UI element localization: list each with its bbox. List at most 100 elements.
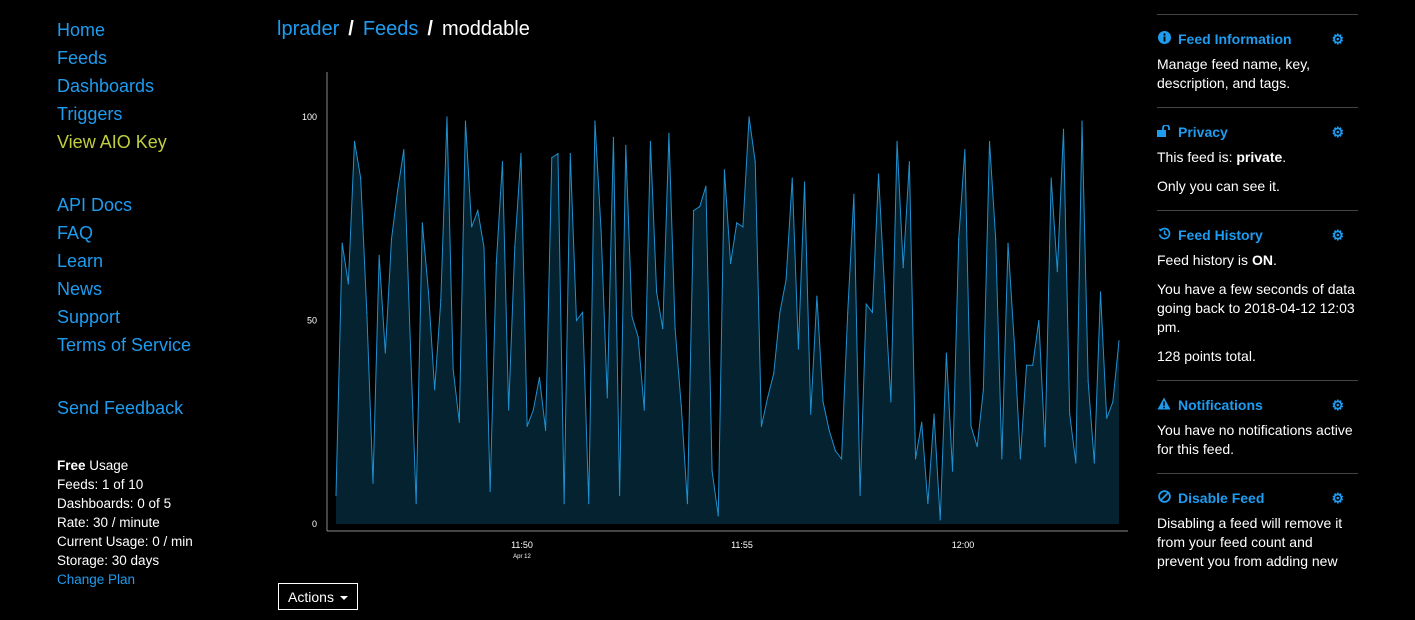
data-point: [1025, 364, 1028, 366]
data-point: [976, 446, 978, 448]
data-point: [378, 254, 380, 256]
series-line: [335, 116, 1120, 520]
data-point: [520, 153, 522, 155]
data-point: [705, 185, 707, 187]
data-point: [452, 368, 454, 370]
data-point: [1087, 380, 1089, 383]
data-point: [582, 311, 584, 313]
data-point: [545, 429, 547, 431]
feed-information-section: Feed Information ⚙ Manage feed name, key…: [1157, 15, 1358, 107]
privacy-link[interactable]: Privacy: [1178, 124, 1228, 140]
data-point: [723, 169, 726, 171]
feed-history-link[interactable]: Feed History: [1178, 227, 1263, 243]
usage-feeds: Feeds: 1 of 10: [57, 477, 144, 492]
data-point: [397, 189, 399, 191]
nav-feeds[interactable]: Feeds: [57, 48, 108, 68]
data-point: [514, 246, 516, 248]
data-point: [662, 328, 664, 330]
x-tick-label: 11:50: [511, 540, 533, 550]
privacy-note: Only you can see it.: [1157, 178, 1280, 194]
data-point: [569, 153, 571, 155]
data-point: [532, 409, 534, 411]
data-point: [1106, 417, 1108, 419]
feed-information-text: Manage feed name, key, description, and …: [1157, 56, 1311, 91]
nav-learn[interactable]: Learn: [57, 251, 104, 271]
data-point: [914, 458, 917, 460]
nav-api-docs[interactable]: API Docs: [57, 195, 133, 215]
data-point: [1112, 401, 1114, 403]
data-point: [625, 144, 627, 147]
privacy-section: Privacy ⚙ This feed is: private. Only yo…: [1157, 108, 1358, 210]
data-point: [1081, 120, 1083, 122]
breadcrumb-user[interactable]: lprader: [277, 18, 340, 40]
y-tick-label: 100: [302, 112, 317, 122]
send-feedback-link[interactable]: Send Feedback: [57, 398, 184, 418]
data-point: [884, 291, 886, 293]
data-point: [871, 311, 873, 313]
data-point: [933, 413, 935, 415]
data-point: [538, 376, 541, 379]
data-point: [686, 503, 689, 505]
privacy-value: private: [1236, 149, 1283, 165]
usage-storage: Storage: 30 days: [57, 553, 160, 568]
feed-information-link[interactable]: Feed Information: [1178, 31, 1292, 47]
data-point: [477, 210, 479, 212]
data-point: [415, 503, 417, 505]
nav-home[interactable]: Home: [57, 20, 106, 40]
data-point: [939, 519, 941, 521]
data-point: [501, 161, 504, 163]
data-point: [575, 319, 578, 322]
notifications-link[interactable]: Notifications: [1178, 397, 1263, 413]
data-point: [797, 348, 800, 350]
data-point: [600, 230, 602, 232]
nav-news[interactable]: News: [57, 279, 103, 299]
data-point: [637, 336, 639, 338]
gear-icon[interactable]: ⚙: [1331, 31, 1344, 47]
area-fill: [336, 117, 1119, 524]
change-plan-link[interactable]: Change Plan: [57, 572, 136, 587]
data-point: [982, 389, 984, 391]
nav-dashboards[interactable]: Dashboards: [57, 76, 155, 96]
notifications-section: Notifications ⚙ You have no notification…: [1157, 381, 1358, 473]
data-point: [347, 283, 349, 285]
nav-triggers[interactable]: Triggers: [57, 104, 123, 124]
actions-dropdown-button[interactable]: Actions: [278, 583, 358, 610]
data-point: [508, 409, 510, 411]
nav-faq[interactable]: FAQ: [57, 223, 94, 243]
data-point: [360, 177, 362, 179]
data-point: [366, 311, 368, 313]
data-point: [643, 409, 645, 411]
data-point: [440, 299, 442, 301]
notifications-text: You have no notifications active for thi…: [1157, 422, 1353, 457]
data-point: [1118, 340, 1120, 342]
view-aio-key-link[interactable]: View AIO Key: [57, 132, 167, 152]
data-point: [810, 413, 812, 415]
data-point: [409, 332, 411, 334]
usage-label: Usage: [85, 458, 129, 473]
data-point: [1007, 242, 1009, 244]
data-point: [896, 140, 898, 143]
nav-support[interactable]: Support: [57, 307, 121, 327]
ban-icon: [1157, 488, 1171, 508]
feed-chart-svg: 0 50 100 11:50 Apr 12 11:55 12:00: [302, 72, 1128, 560]
data-point: [1038, 319, 1040, 322]
gear-icon[interactable]: ⚙: [1331, 397, 1344, 413]
data-point: [458, 421, 460, 423]
data-point: [427, 291, 430, 293]
data-point: [674, 328, 676, 330]
disable-feed-link[interactable]: Disable Feed: [1178, 490, 1265, 506]
data-point: [908, 161, 910, 163]
divider: [1157, 473, 1358, 474]
x-tick-label: 12:00: [952, 540, 975, 550]
usage-title: Free Usage: [57, 456, 193, 475]
gear-icon[interactable]: ⚙: [1331, 490, 1344, 506]
data-point: [890, 401, 892, 403]
gear-icon[interactable]: ⚙: [1331, 124, 1344, 140]
breadcrumb-feeds[interactable]: Feeds: [362, 18, 419, 40]
data-point: [847, 311, 849, 313]
data-point: [865, 303, 867, 305]
disable-feed-text: Disabling a feed will remove it from you…: [1157, 515, 1343, 569]
gear-icon[interactable]: ⚙: [1331, 227, 1344, 243]
nav-terms[interactable]: Terms of Service: [57, 335, 192, 355]
data-point: [563, 503, 565, 505]
